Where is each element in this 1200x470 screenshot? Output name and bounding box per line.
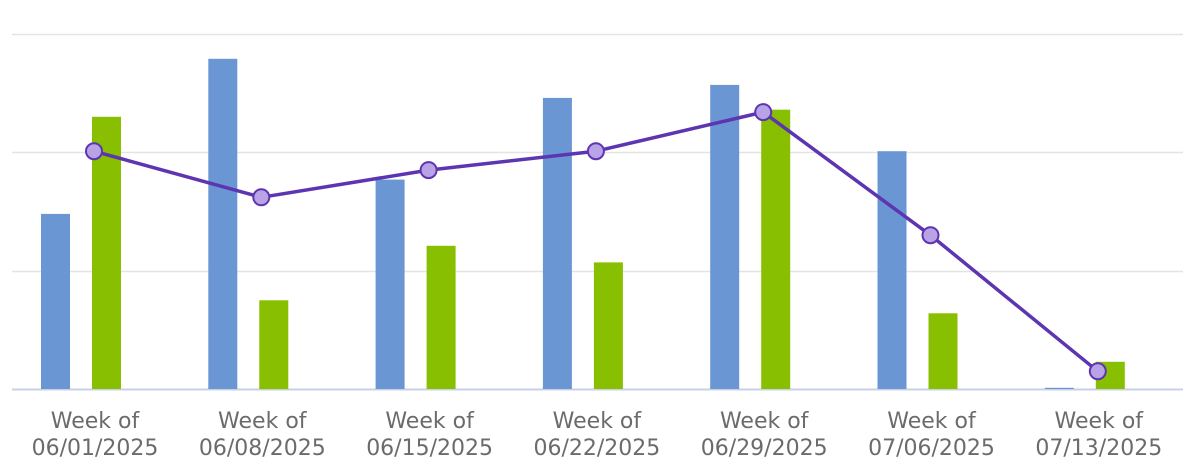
bar-series2-2 [259, 300, 289, 390]
bar-series1-6 [877, 151, 907, 389]
line-series [85, 103, 1107, 381]
line-point-7 [1088, 362, 1107, 381]
x-tick-label-line: Week of [385, 409, 475, 434]
x-tick-label-6: Week of 07/06/2025 [868, 409, 995, 461]
x-tick-label-line: 06/15/2025 [366, 436, 493, 461]
line-point-1 [85, 142, 103, 161]
line-point-4 [586, 142, 605, 161]
x-tick-label-line: Week of [553, 409, 643, 434]
x-tick-label-line: 07/13/2025 [1035, 436, 1162, 461]
bar-series2-6 [928, 313, 958, 389]
line-point-6 [921, 226, 940, 245]
line-point-2 [252, 188, 271, 207]
bar-series1-2 [208, 58, 238, 390]
bars [41, 58, 1125, 390]
line-point-3 [419, 161, 438, 180]
x-tick-label-line: Week of [887, 409, 977, 434]
x-tick-label-line: 06/29/2025 [701, 436, 828, 461]
x-tick-label-line: 06/22/2025 [533, 436, 660, 461]
x-tick-label-3: Week of 06/15/2025 [366, 409, 493, 461]
bar-series2-5 [761, 109, 791, 389]
bar-series1-3 [375, 179, 405, 389]
bar-series1-7 [1044, 387, 1074, 389]
bar-series2-4 [593, 262, 623, 389]
x-tick-label-2: Week of 06/08/2025 [199, 409, 326, 461]
x-tick-label-line: Week of [1055, 409, 1145, 434]
x-tick-label-line: 06/08/2025 [199, 436, 326, 461]
bar-series1-5 [710, 84, 740, 390]
x-tick-label-5: Week of 06/29/2025 [701, 409, 828, 461]
line-point-5 [754, 103, 773, 122]
bar-series2-1 [92, 116, 121, 390]
bar-series1-4 [542, 97, 572, 390]
x-tick-label-1: Week of 06/01/2025 [32, 409, 159, 461]
x-tick-label-line: Week of [720, 409, 810, 434]
bar-series1-1 [41, 213, 70, 389]
x-tick-label-line: Week of [218, 409, 308, 434]
x-tick-label-line: 06/01/2025 [32, 436, 159, 461]
x-tick-label-line: Week of [51, 409, 141, 434]
x-tick-label-7: Week of 07/13/2025 [1035, 409, 1162, 461]
x-tick-label-line: 07/06/2025 [868, 436, 995, 461]
x-tick-label-4: Week of 06/22/2025 [533, 409, 660, 461]
bar-series2-3 [426, 245, 456, 389]
